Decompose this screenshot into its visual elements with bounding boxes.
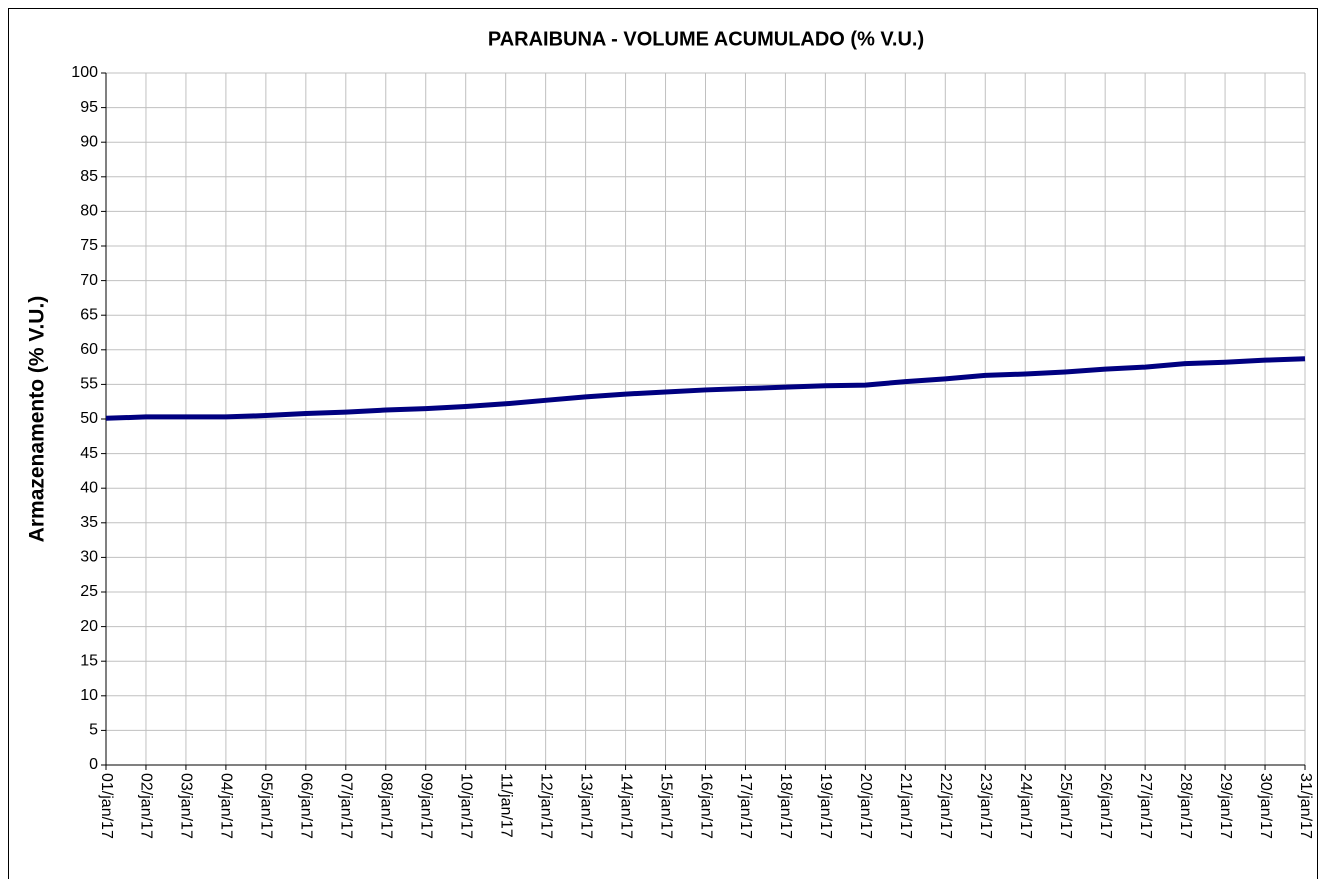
chart-border <box>8 8 1318 879</box>
y-tick-label: 40 <box>80 479 98 496</box>
y-tick-label: 25 <box>80 583 98 600</box>
y-tick-label: 5 <box>89 722 98 739</box>
y-tick-label: 100 <box>71 64 98 81</box>
y-tick-label: 75 <box>80 237 98 254</box>
x-tick-label: 15/jan/17 <box>657 773 674 839</box>
x-tick-label: 24/jan/17 <box>1017 773 1034 839</box>
y-tick-label: 0 <box>89 756 98 773</box>
x-tick-label: 31/jan/17 <box>1297 773 1314 839</box>
x-tick-label: 29/jan/17 <box>1217 773 1234 839</box>
data-line <box>105 356 1306 421</box>
x-tick-label: 21/jan/17 <box>897 773 914 839</box>
x-tick-label: 11/jan/17 <box>497 773 514 838</box>
x-tick-label: 02/jan/17 <box>138 773 155 839</box>
y-tick-label: 45 <box>80 445 98 462</box>
x-tick-label: 01/jan/17 <box>98 773 115 839</box>
y-tick-label: 70 <box>80 272 98 289</box>
x-tick-label: 18/jan/17 <box>777 773 794 839</box>
x-tick-label: 07/jan/17 <box>338 773 355 839</box>
y-tick-label: 35 <box>80 514 98 531</box>
x-tick-label: 22/jan/17 <box>937 773 954 839</box>
x-tick-label: 23/jan/17 <box>977 773 994 839</box>
y-tick-label: 95 <box>80 99 98 116</box>
x-tick-label: 03/jan/17 <box>178 773 195 839</box>
x-tick-label: 06/jan/17 <box>298 773 315 839</box>
x-tick-label: 30/jan/17 <box>1257 773 1274 839</box>
x-tick-label: 14/jan/17 <box>617 773 634 839</box>
y-tick-label: 30 <box>80 549 98 566</box>
x-tick-label: 05/jan/17 <box>258 773 275 839</box>
y-tick-label: 65 <box>80 306 98 323</box>
x-tick-label: 08/jan/17 <box>378 773 395 839</box>
x-tick-label: 25/jan/17 <box>1057 773 1074 839</box>
chart-title: PARAIBUNA - VOLUME ACUMULADO (% V.U.) <box>488 28 924 50</box>
y-axis-label: Armazenamento (% V.U.) <box>26 296 49 543</box>
y-tick-label: 50 <box>80 410 98 427</box>
x-tick-label: 10/jan/17 <box>457 773 474 839</box>
y-tick-label: 20 <box>80 618 98 635</box>
x-tick-label: 12/jan/17 <box>537 773 554 839</box>
y-tick-label: 10 <box>80 687 98 704</box>
x-tick-label: 16/jan/17 <box>697 773 714 839</box>
x-tick-label: 04/jan/17 <box>218 773 235 839</box>
x-tick-label: 19/jan/17 <box>817 773 834 839</box>
x-tick-label: 17/jan/17 <box>737 773 754 839</box>
x-tick-label: 13/jan/17 <box>577 773 594 839</box>
x-tick-label: 20/jan/17 <box>857 773 874 839</box>
x-tick-label: 27/jan/17 <box>1137 773 1154 839</box>
y-tick-label: 85 <box>80 168 98 185</box>
x-tick-label: 26/jan/17 <box>1097 773 1114 839</box>
y-tick-label: 55 <box>80 376 98 393</box>
y-tick-label: 60 <box>80 341 98 358</box>
x-tick-label: 28/jan/17 <box>1177 773 1194 839</box>
y-tick-label: 15 <box>80 652 98 669</box>
y-tick-label: 80 <box>80 203 98 220</box>
x-tick-label: 09/jan/17 <box>417 773 434 839</box>
y-tick-label: 90 <box>80 133 98 150</box>
